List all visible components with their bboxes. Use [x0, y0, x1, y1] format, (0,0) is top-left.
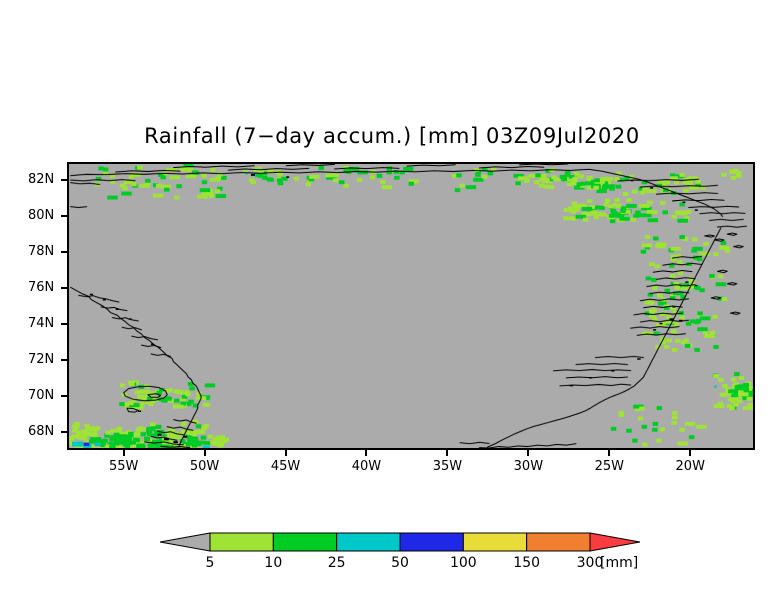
y-tick-mark	[61, 323, 67, 325]
y-tick-mark	[61, 179, 67, 181]
colorbar-swatches	[160, 531, 640, 553]
y-tick-mark	[61, 359, 67, 361]
x-tick-label-20w: 20W	[675, 459, 705, 474]
x-tick-label-55w: 55W	[108, 459, 139, 474]
colorbar-legend: 5 10 25 50 100 150 300 [mm]	[160, 531, 640, 575]
x-tick-mark	[608, 450, 611, 456]
x-tick-label-40w: 40W	[351, 459, 382, 474]
x-tick-label-50w: 50W	[189, 459, 220, 474]
x-tick-mark	[446, 450, 449, 456]
colorbar-tick-50: 50	[391, 555, 409, 571]
colorbar-unit-label: [mm]	[600, 555, 639, 571]
colorbar-tick-25: 25	[327, 555, 346, 571]
x-tick-label-35w: 35W	[432, 459, 463, 474]
x-tick-mark	[689, 450, 692, 456]
x-tick-mark	[203, 450, 206, 456]
y-tick-mark	[61, 287, 67, 289]
colorbar-tick-5: 5	[205, 555, 215, 571]
x-tick-label-45w: 45W	[270, 459, 301, 474]
colorbar-tick-150: 150	[513, 555, 541, 571]
y-tick-mark	[61, 395, 67, 397]
rainfall-map-canvas	[69, 164, 753, 448]
y-tick-mark	[61, 215, 67, 217]
x-tick-mark	[527, 450, 530, 456]
colorbar-tick-300: 300	[576, 555, 604, 571]
x-tick-label-30w: 30W	[513, 459, 544, 474]
colorbar-tick-100: 100	[449, 555, 477, 571]
page-title: Rainfall (7−day accum.) [mm] 03Z09Jul202…	[144, 124, 640, 148]
y-tick-mark	[61, 251, 67, 253]
x-tick-mark	[122, 450, 125, 456]
colorbar-tick-10: 10	[264, 555, 283, 571]
y-tick-mark	[61, 431, 67, 433]
x-tick-label-25w: 25W	[594, 459, 624, 474]
x-tick-mark	[365, 450, 368, 456]
x-tick-mark	[284, 450, 287, 456]
map-plot-area	[67, 162, 755, 450]
